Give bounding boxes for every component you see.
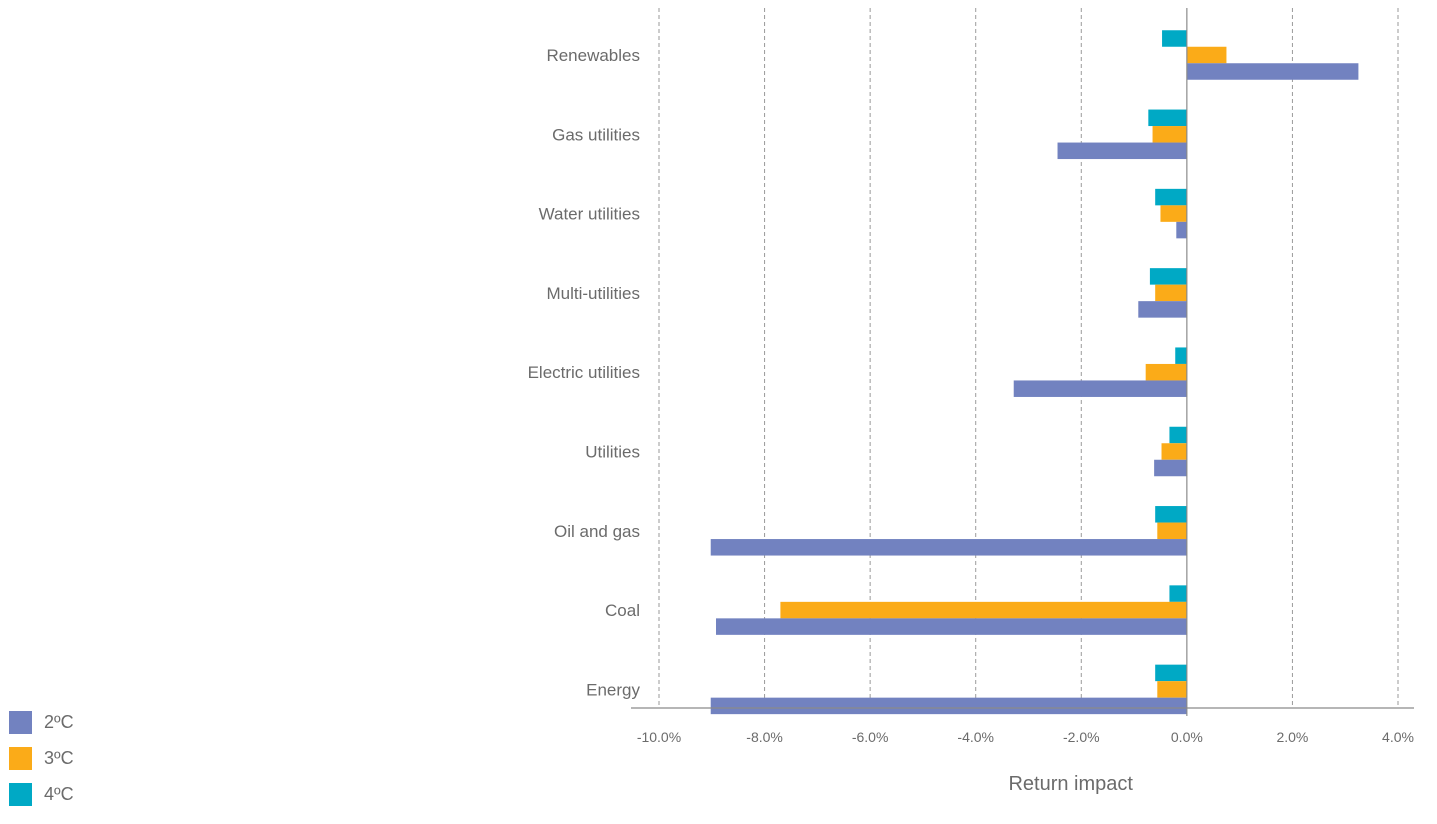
x-tick-label: -6.0%	[852, 729, 889, 745]
category-label: Utilities	[585, 443, 640, 462]
bar	[1155, 506, 1187, 523]
bar	[1169, 585, 1187, 602]
bar	[1169, 426, 1187, 444]
x-tick-label: 4.0%	[1382, 729, 1414, 745]
bar	[1157, 522, 1187, 540]
bar	[1157, 681, 1187, 698]
bar	[1186, 63, 1359, 80]
x-tick-label: -8.0%	[746, 729, 783, 745]
bar	[1138, 301, 1187, 318]
category-label: Multi-utilities	[546, 284, 640, 303]
legend-label-4c: 4ºC	[44, 784, 74, 804]
legend-item-3c: 3ºC	[9, 746, 74, 771]
category-label: Electric utilities	[528, 363, 640, 382]
bar	[1148, 109, 1187, 127]
category-label: Oil and gas	[554, 522, 640, 541]
bar	[1162, 30, 1187, 47]
legend-swatch-4c	[9, 783, 32, 806]
bar	[710, 697, 1187, 715]
category-label: Coal	[605, 601, 640, 620]
legend-label-2c: 2ºC	[44, 712, 74, 732]
x-axis-title: Return impact	[1008, 773, 1133, 795]
x-tick-label: -4.0%	[957, 729, 994, 745]
bar	[1152, 126, 1187, 143]
bar	[1013, 380, 1187, 397]
bar	[1149, 268, 1187, 285]
x-tick-label: 2.0%	[1276, 729, 1308, 745]
category-label: Energy	[586, 680, 640, 699]
x-tick-label: -2.0%	[1063, 729, 1100, 745]
legend-swatch-3c	[9, 747, 32, 770]
bar	[1160, 205, 1187, 222]
legend-item-4c: 4ºC	[9, 782, 74, 807]
category-label: Water utilities	[539, 205, 640, 224]
bars	[710, 30, 1359, 715]
x-tick-label: -10.0%	[637, 729, 681, 745]
x-tick-label: 0.0%	[1171, 729, 1203, 745]
category-label: Renewables	[546, 46, 640, 65]
bar	[780, 601, 1187, 619]
bar	[1186, 46, 1227, 64]
bar	[1161, 443, 1187, 460]
bar	[1145, 363, 1187, 381]
legend-label-3c: 3ºC	[44, 748, 74, 768]
legend-item-2c: 2ºC	[9, 710, 74, 735]
bar	[1155, 284, 1187, 302]
bar	[1155, 664, 1187, 682]
grid-lines	[658, 8, 1399, 706]
bar	[1057, 142, 1187, 160]
bar	[1154, 459, 1187, 477]
bar	[710, 539, 1187, 556]
legend: 2ºC 3ºC 4ºC	[9, 710, 74, 818]
legend-swatch-2c	[9, 711, 32, 734]
bar	[1176, 221, 1187, 239]
bar	[1155, 188, 1187, 206]
x-tick-labels: -10.0% -8.0% -6.0% -4.0% -2.0% 0.0% 2.0% 4.0%	[637, 729, 1414, 745]
bar	[1175, 347, 1187, 364]
category-label: Gas utilities	[552, 125, 640, 144]
category-labels: Renewables Gas utilities Water utilities Mu…	[528, 46, 641, 699]
bar	[716, 618, 1187, 635]
